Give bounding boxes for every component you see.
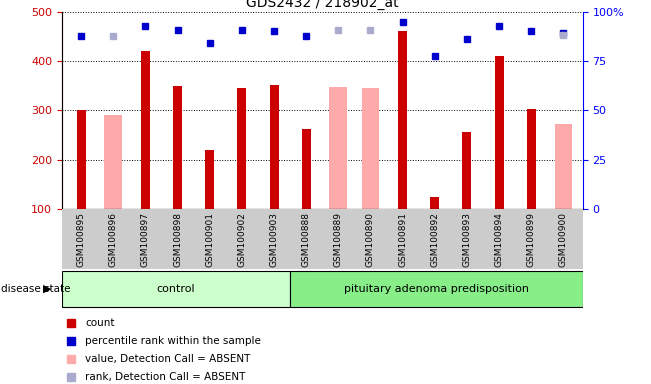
Text: control: control: [157, 284, 195, 294]
Text: GSM100888: GSM100888: [301, 212, 311, 267]
Text: GSM100894: GSM100894: [495, 212, 504, 267]
Text: percentile rank within the sample: percentile rank within the sample: [85, 336, 261, 346]
Text: GSM100900: GSM100900: [559, 212, 568, 267]
Text: GSM100897: GSM100897: [141, 212, 150, 267]
Text: rank, Detection Call = ABSENT: rank, Detection Call = ABSENT: [85, 371, 245, 382]
Bar: [301, 129, 311, 209]
Text: GSM100898: GSM100898: [173, 212, 182, 267]
Text: ▶: ▶: [42, 284, 51, 294]
Text: GSM100896: GSM100896: [109, 212, 118, 267]
Text: value, Detection Call = ABSENT: value, Detection Call = ABSENT: [85, 354, 251, 364]
Bar: [205, 150, 214, 209]
Bar: [430, 197, 439, 209]
Bar: [555, 124, 572, 209]
Bar: [62, 271, 290, 307]
Bar: [361, 88, 380, 209]
Bar: [495, 56, 504, 209]
Text: count: count: [85, 318, 115, 328]
Bar: [270, 85, 279, 209]
Text: disease state: disease state: [1, 284, 70, 294]
Title: GDS2432 / 218902_at: GDS2432 / 218902_at: [246, 0, 398, 10]
Text: GSM100891: GSM100891: [398, 212, 407, 267]
Bar: [329, 87, 347, 209]
Bar: [77, 111, 86, 209]
Text: pituitary adenoma predisposition: pituitary adenoma predisposition: [344, 284, 529, 294]
Bar: [290, 271, 583, 307]
Text: GSM100892: GSM100892: [430, 212, 439, 267]
Text: GSM100890: GSM100890: [366, 212, 375, 267]
Bar: [398, 31, 407, 209]
Text: GSM100893: GSM100893: [462, 212, 471, 267]
Text: GSM100895: GSM100895: [77, 212, 86, 267]
Text: GSM100903: GSM100903: [270, 212, 279, 267]
Bar: [462, 132, 471, 209]
Bar: [173, 86, 182, 209]
Bar: [238, 88, 246, 209]
Bar: [104, 115, 122, 209]
Text: GSM100901: GSM100901: [205, 212, 214, 267]
Text: GSM100902: GSM100902: [238, 212, 246, 267]
Bar: [141, 51, 150, 209]
Text: GSM100889: GSM100889: [334, 212, 343, 267]
Text: GSM100899: GSM100899: [527, 212, 536, 267]
Bar: [527, 109, 536, 209]
